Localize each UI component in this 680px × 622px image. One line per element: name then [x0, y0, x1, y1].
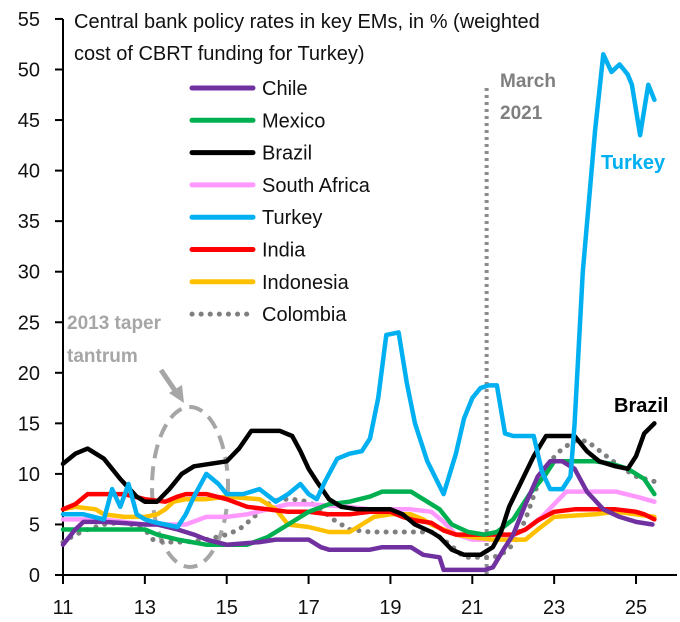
y-tick-label: 15: [18, 413, 40, 435]
y-tick-label: 5: [29, 514, 40, 536]
y-tick-label: 25: [18, 312, 40, 334]
series-line-south-africa: [60, 489, 657, 542]
x-tick-label: 17: [297, 597, 319, 619]
legend-item-colombia: Colombia: [189, 304, 347, 326]
y-tick-label: 55: [18, 9, 40, 31]
x-tick-label: 15: [216, 597, 238, 619]
chart-title-line-1: Central bank policy rates in key EMs, in…: [74, 11, 540, 33]
y-ticks: 0 5 10 15 20 25 30 35 40 45 50 55: [18, 9, 63, 587]
annotations: [150, 88, 489, 575]
chart-title: Central bank policy rates in key EMs, in…: [74, 11, 540, 65]
taper-tantrum-label-line-1: 2013 taper: [67, 313, 162, 334]
y-tick-label: 20: [18, 363, 40, 385]
legend-label: Chile: [262, 78, 308, 100]
march-2021-label-line-2: 2021: [500, 103, 543, 124]
legend-label: South Africa: [262, 175, 371, 197]
series-line-brazil: [60, 421, 657, 558]
x-tick-label: 13: [134, 597, 156, 619]
annotation-labels: 2013 taper tantrum March 2021 Turkey Bra…: [67, 71, 668, 417]
x-tick-label: 19: [379, 597, 401, 619]
legend: Chile Mexico Brazil South Africa Turkey India…: [189, 78, 371, 326]
x-tick-label: 11: [53, 597, 74, 619]
legend-item-south-africa: South Africa: [189, 175, 371, 197]
series-line-india: [60, 491, 657, 537]
turkey-series-label: Turkey: [601, 152, 666, 174]
legend-label: Indonesia: [262, 272, 350, 294]
legend-item-turkey: Turkey: [189, 207, 322, 229]
series-line-turkey: [60, 52, 657, 530]
y-tick-label: 35: [18, 211, 40, 233]
x-ticks: 11 13 15 17 19 21 23 25: [53, 575, 647, 619]
legend-item-brazil: Brazil: [189, 143, 312, 165]
legend-item-indonesia: Indonesia: [189, 272, 350, 294]
y-tick-label: 30: [18, 262, 40, 284]
series-line-indonesia: [60, 494, 657, 542]
y-tick-label: 45: [18, 110, 40, 132]
legend-item-chile: Chile: [189, 78, 308, 100]
x-tick-label: 21: [461, 597, 483, 619]
y-tick-label: 50: [18, 60, 40, 82]
y-tick-label: 10: [18, 464, 40, 486]
legend-item-mexico: Mexico: [189, 110, 325, 132]
legend-label: Colombia: [262, 304, 347, 326]
taper-tantrum-arrow-shaft: [158, 368, 179, 394]
legend-label: India: [262, 240, 306, 262]
taper-tantrum-arrow-head: [169, 385, 184, 403]
taper-tantrum-label-line-2: tantrum: [67, 346, 138, 367]
legend-label: Mexico: [262, 110, 325, 132]
legend-label: Brazil: [262, 143, 312, 165]
brazil-series-label: Brazil: [614, 395, 668, 417]
legend-item-india: India: [189, 240, 306, 262]
chart-title-line-2: cost of CBRT funding for Turkey): [74, 43, 365, 65]
series-layer: [60, 52, 657, 573]
march-2021-label-line-1: March: [500, 71, 556, 92]
axes: 0 5 10 15 20 25 30 35 40 45 50 55 11 13 15 17 19 21 23 25: [18, 9, 677, 619]
y-tick-label: 40: [18, 161, 40, 183]
legend-label: Turkey: [262, 207, 322, 229]
x-tick-label: 25: [625, 597, 647, 619]
taper-tantrum-ellipse: [150, 405, 230, 569]
x-tick-label: 23: [543, 597, 565, 619]
y-tick-label: 0: [29, 565, 40, 587]
